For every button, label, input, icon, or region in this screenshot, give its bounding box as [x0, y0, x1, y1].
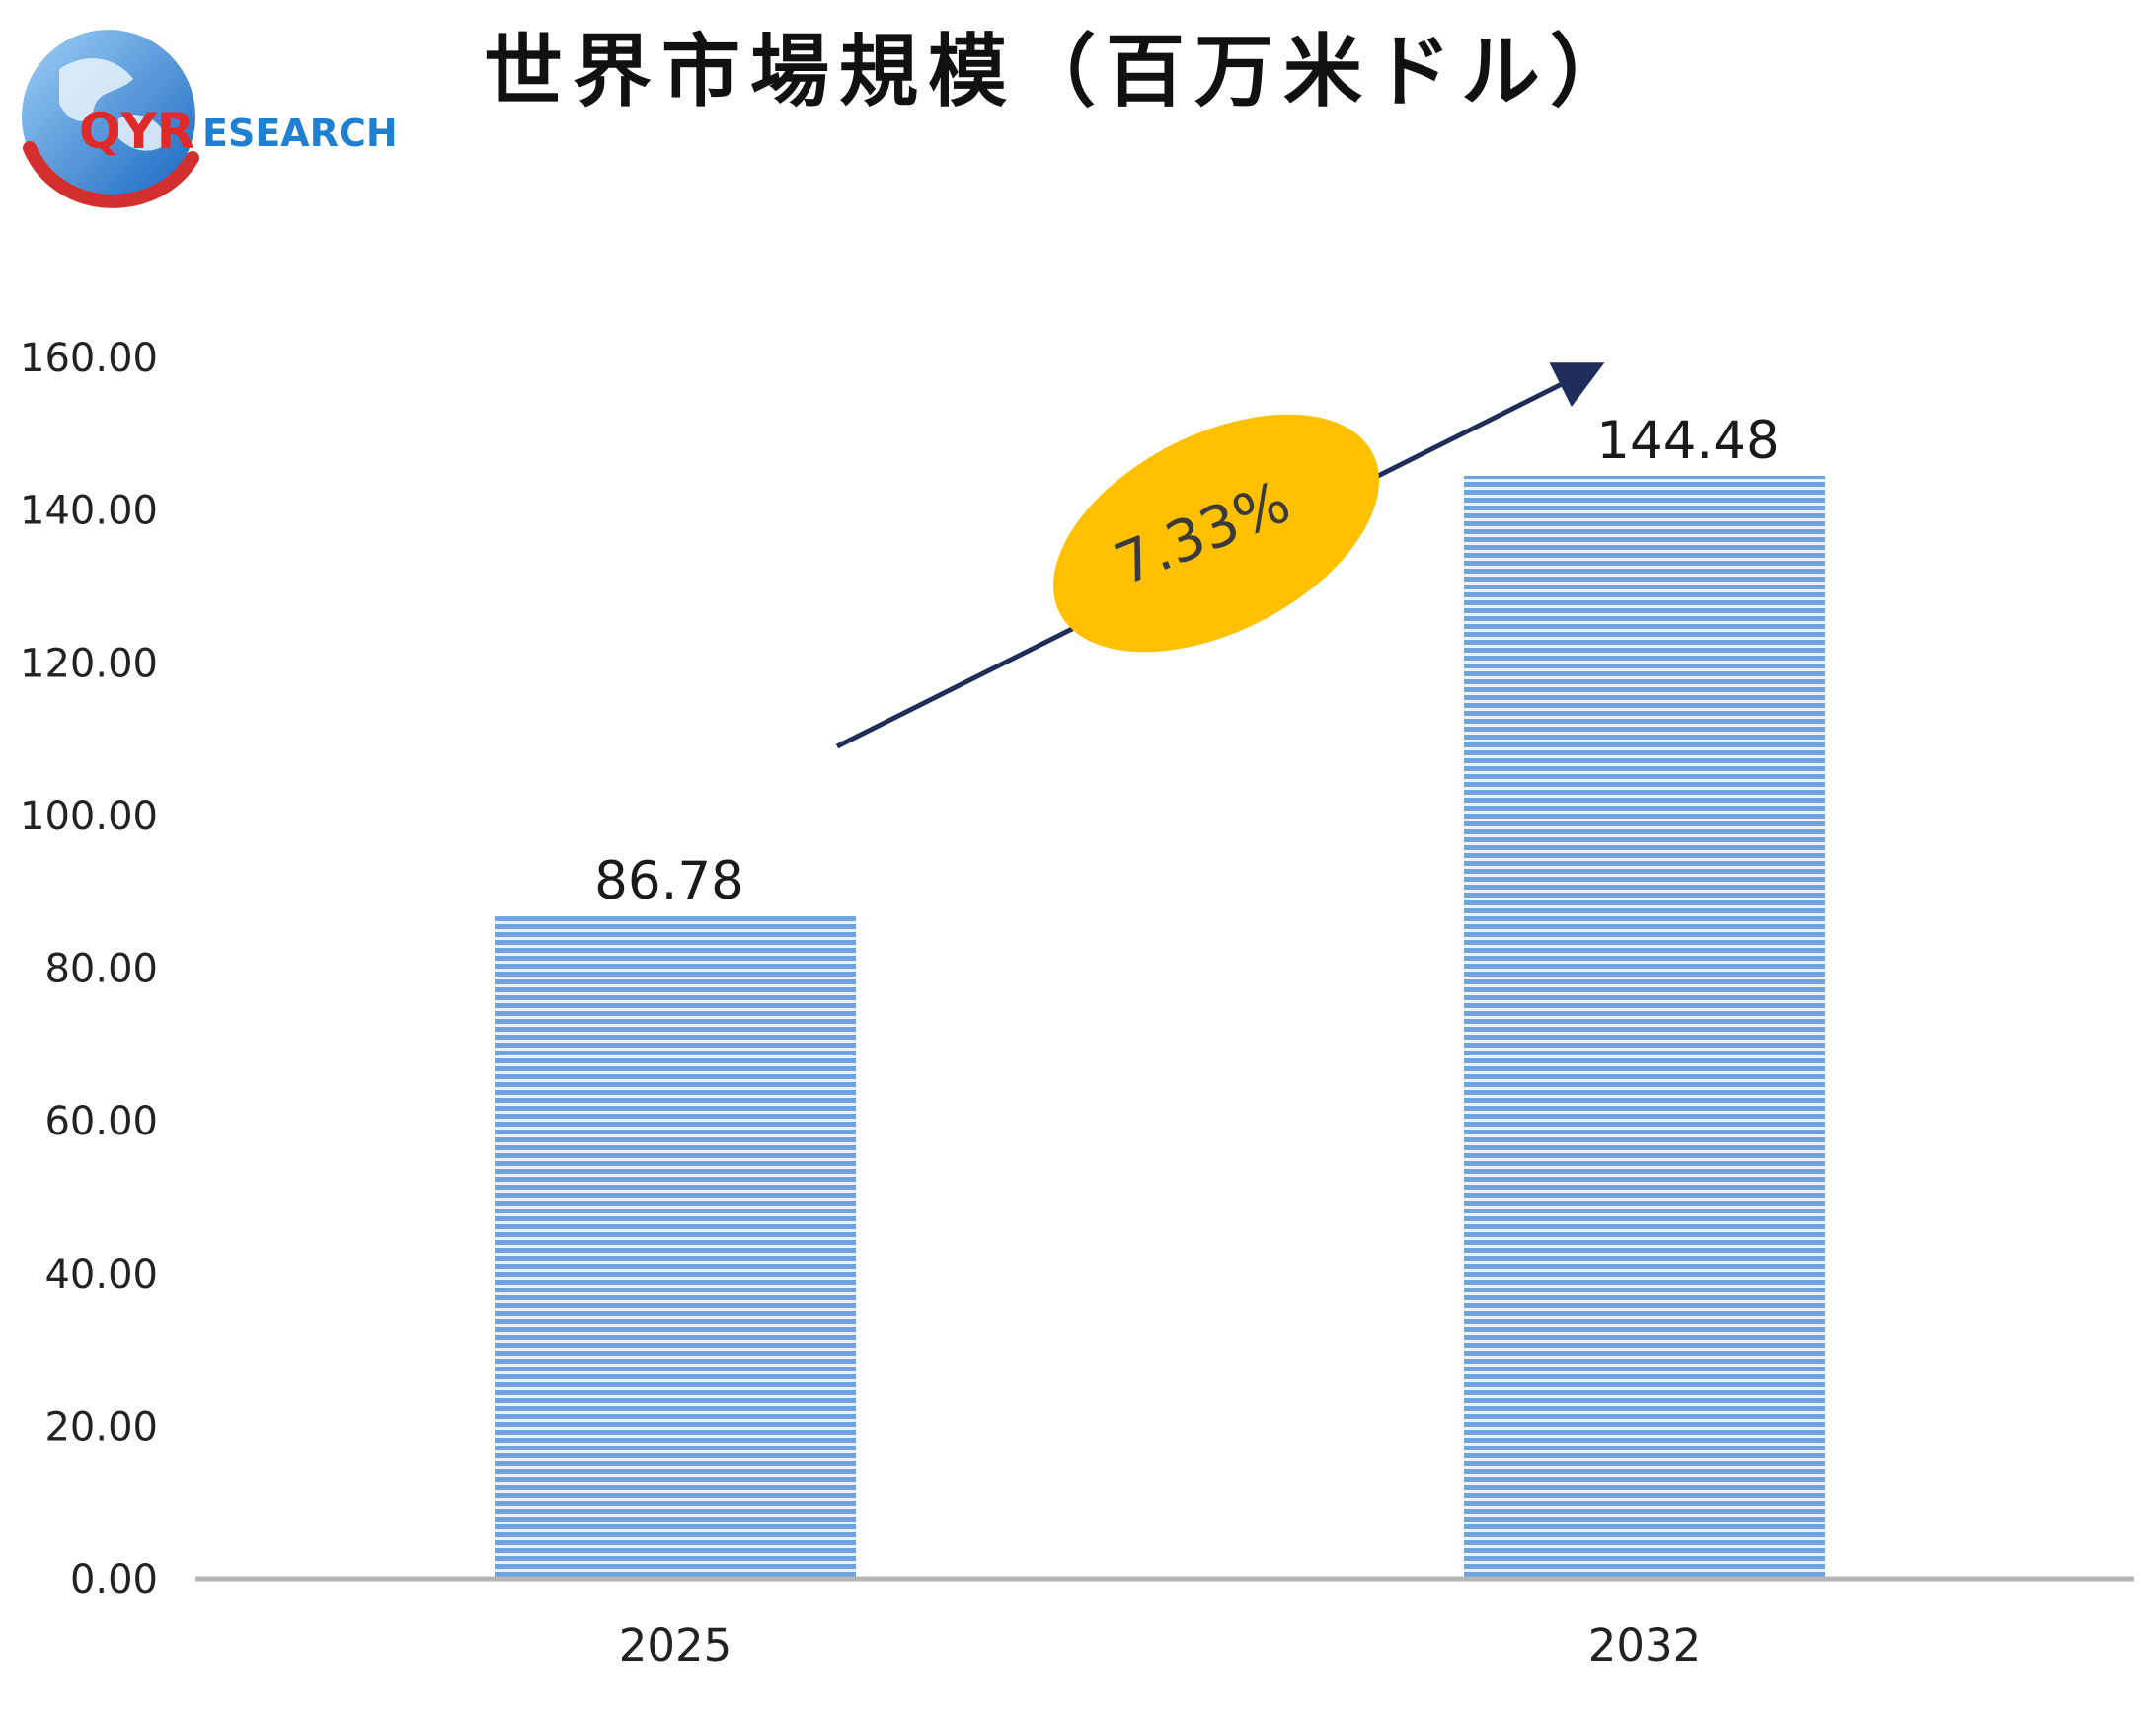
y-axis-ticks: 0.00 20.00 40.00 60.00 80.00 100.00 120.00 140.…	[20, 336, 158, 1602]
qyresearch-logo: QYR ESEARCH	[22, 30, 398, 208]
cagr-annotation: 7.33%	[835, 362, 1605, 749]
bars-group	[495, 475, 1825, 1579]
y-tick-label: 40.00	[44, 1252, 158, 1297]
y-tick-label: 0.00	[70, 1557, 158, 1602]
data-label-2025: 86.78	[594, 851, 744, 911]
bar-2032	[1464, 475, 1825, 1579]
bar-2025	[495, 916, 856, 1579]
x-tick-label-2025: 2025	[619, 1619, 732, 1672]
y-tick-label: 20.00	[44, 1404, 158, 1449]
data-label-2032: 144.48	[1596, 411, 1779, 471]
y-tick-label: 120.00	[20, 641, 158, 686]
logo-brand-sub: ESEARCH	[202, 112, 398, 155]
logo-swoosh-icon	[23, 141, 199, 208]
logo-brand-main: QYR	[79, 103, 194, 160]
x-axis-labels: 2025 2032	[619, 1619, 1702, 1672]
cagr-badge	[1053, 414, 1379, 653]
data-labels-group: 86.78 144.48	[594, 411, 1780, 911]
y-tick-label: 80.00	[44, 947, 158, 992]
y-tick-label: 160.00	[20, 336, 158, 381]
y-tick-label: 140.00	[20, 489, 158, 534]
chart-title: 世界市場規模（百万米ドル）	[484, 26, 1639, 117]
globe-land-icon	[59, 58, 168, 151]
x-tick-label-2032: 2032	[1588, 1619, 1702, 1672]
y-tick-label: 60.00	[44, 1099, 158, 1144]
y-tick-label: 100.00	[20, 794, 158, 839]
